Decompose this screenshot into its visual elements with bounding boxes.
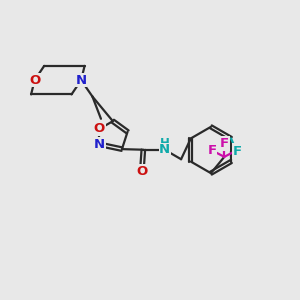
Text: F: F bbox=[232, 144, 242, 157]
Text: F: F bbox=[207, 144, 216, 157]
Text: F: F bbox=[233, 145, 242, 158]
Text: O: O bbox=[94, 122, 105, 135]
Text: N: N bbox=[94, 138, 105, 151]
Text: N: N bbox=[159, 143, 170, 156]
Text: O: O bbox=[136, 165, 148, 178]
Text: O: O bbox=[29, 74, 40, 87]
Text: H: H bbox=[160, 137, 170, 150]
Text: N: N bbox=[76, 74, 87, 87]
Text: F: F bbox=[220, 137, 229, 150]
